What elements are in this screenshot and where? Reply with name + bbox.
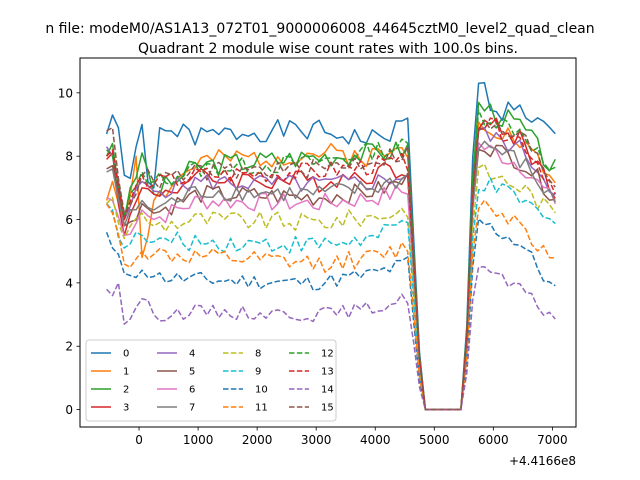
series-line-6 <box>106 142 557 411</box>
series-line-10 <box>105 218 556 411</box>
series-layer <box>105 82 557 411</box>
legend-label: 2 <box>123 385 129 396</box>
legend-label: 0 <box>123 349 129 360</box>
x-tick-label: 7000 <box>537 433 568 447</box>
legend-label: 6 <box>189 385 195 396</box>
series-line-12 <box>106 109 556 411</box>
legend-label: 8 <box>255 349 261 360</box>
y-tick-label: 10 <box>58 86 73 100</box>
legend-label: 14 <box>321 385 334 396</box>
x-tick-label: 5000 <box>419 433 450 447</box>
legend-label: 12 <box>321 349 334 360</box>
file-header-line: n file: modeM0/AS1A13_072T01_9000006008_… <box>45 21 594 37</box>
series-line-15 <box>106 120 556 411</box>
legend-label: 1 <box>123 367 129 378</box>
legend-label: 5 <box>189 367 195 378</box>
y-tick-label: 8 <box>65 150 73 164</box>
legend-label: 15 <box>321 403 334 414</box>
series-line-3 <box>106 117 556 411</box>
x-tick-label: 4000 <box>360 433 391 447</box>
legend-label: 13 <box>321 367 334 378</box>
series-line-2 <box>105 101 556 411</box>
legend-label: 3 <box>123 403 129 414</box>
x-tick-label: 3000 <box>301 433 332 447</box>
y-axis: 0 2 4 6 8 10 <box>58 86 80 417</box>
y-tick-label: 2 <box>65 340 73 354</box>
x-tick-label: 6000 <box>478 433 509 447</box>
x-tick-label: 1000 <box>183 433 214 447</box>
legend-label: 11 <box>255 403 268 414</box>
x-tick-label: 0 <box>135 433 143 447</box>
legend-label: 9 <box>255 367 261 378</box>
x-tick-label: 2000 <box>242 433 273 447</box>
y-tick-label: 4 <box>65 276 73 290</box>
y-tick-label: 6 <box>65 213 73 227</box>
series-line-0 <box>105 82 556 411</box>
x-axis: 0 1000 2000 3000 4000 5000 6000 7000 <box>135 427 568 447</box>
series-line-7 <box>106 140 556 411</box>
x-offset-label: +4.4166e8 <box>509 454 576 468</box>
legend-label: 4 <box>189 349 195 360</box>
series-line-9 <box>106 177 556 411</box>
chart-title: Quadrant 2 module wise count rates with … <box>138 41 518 57</box>
y-tick-label: 0 <box>65 403 73 417</box>
legend-label: 7 <box>189 403 195 414</box>
series-line-14 <box>106 266 556 411</box>
series-line-11 <box>105 199 556 411</box>
legend-label: 10 <box>255 385 268 396</box>
series-line-8 <box>106 163 556 411</box>
plot-frame <box>79 57 577 428</box>
legend-box <box>85 339 337 422</box>
